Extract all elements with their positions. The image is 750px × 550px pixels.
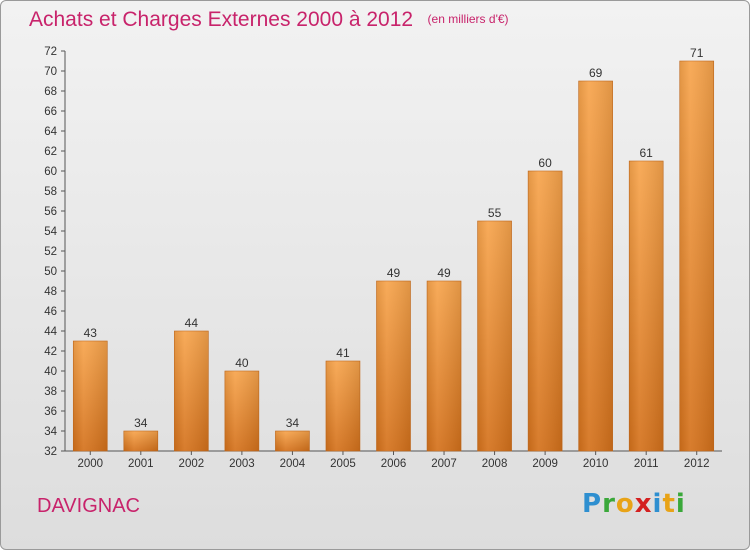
data-label: 49 (437, 266, 451, 280)
bar-shade (73, 341, 108, 451)
y-tick-label: 32 (44, 446, 57, 458)
data-label: 34 (134, 416, 148, 430)
y-tick-label: 44 (44, 326, 57, 338)
data-label: 41 (336, 346, 350, 360)
bar-shade (123, 431, 158, 451)
x-tick-label: 2009 (532, 458, 558, 470)
bar-shade (477, 221, 512, 451)
bar-shade (325, 361, 360, 451)
data-label: 61 (640, 146, 654, 160)
data-label: 71 (690, 46, 704, 60)
data-label: 44 (185, 316, 199, 330)
commune-name: DAVIGNAC (37, 495, 140, 517)
x-tick-label: 2001 (128, 458, 154, 470)
bar-shade (629, 161, 664, 451)
title-unit: (en milliers d'€) (427, 12, 509, 26)
y-tick-label: 48 (44, 286, 57, 298)
x-tick-label: 2004 (280, 458, 306, 470)
logo-letter: o (615, 489, 635, 519)
y-tick-label: 64 (44, 126, 57, 138)
y-tick-label: 54 (44, 226, 57, 238)
bar-shade (174, 331, 209, 451)
y-tick-label: 46 (44, 306, 57, 318)
chart-data-labels: 43 34 44 40 34 41 49 49 55 60 69 61 71 (84, 46, 704, 430)
x-tick-label: 2003 (229, 458, 255, 470)
y-tick-label: 40 (44, 366, 57, 378)
title-main: Achats et Charges Externes 2000 à 2012 (29, 8, 414, 31)
y-tick-label: 58 (44, 186, 57, 198)
chart-bars (72, 60, 715, 452)
logo-letter: t (662, 489, 676, 519)
logo-letter: i (652, 489, 663, 519)
y-tick-label: 52 (44, 246, 57, 258)
data-label: 69 (589, 66, 603, 80)
data-label: 55 (488, 206, 502, 220)
logo-letter: r (602, 489, 616, 519)
y-tick-label: 70 (44, 66, 57, 78)
x-tick-label: 2007 (431, 458, 457, 470)
y-tick-label: 60 (44, 166, 57, 178)
y-tick-label: 56 (44, 206, 57, 218)
y-tick-label: 50 (44, 266, 57, 278)
data-label: 40 (235, 356, 249, 370)
x-tick-label: 2002 (179, 458, 205, 470)
chart-title: Achats et Charges Externes 2000 à 2012 (… (29, 8, 509, 32)
y-tick-label: 38 (44, 386, 57, 398)
logo-letter: P (582, 489, 603, 519)
y-tick-label: 66 (44, 106, 57, 118)
x-tick-label: 2000 (77, 458, 103, 470)
y-tick-label: 62 (44, 146, 57, 158)
x-tick-label: 2006 (381, 458, 407, 470)
y-tick-label: 42 (44, 346, 57, 358)
y-tick-label: 68 (44, 86, 57, 98)
bar-shade (528, 171, 563, 451)
y-tick-label: 72 (44, 46, 57, 58)
x-tick-label: 2008 (482, 458, 508, 470)
y-tick-label: 34 (44, 426, 57, 438)
x-tick-label: 2011 (634, 458, 659, 470)
bar-shade (679, 61, 714, 451)
x-tick-label: 2005 (330, 458, 356, 470)
proxiti-logo: Proxiti (582, 489, 686, 519)
data-label: 49 (387, 266, 401, 280)
x-tick-label: 2010 (583, 458, 609, 470)
bar-shade (376, 281, 411, 451)
bar-shade (224, 371, 259, 451)
y-tick-label: 36 (44, 406, 57, 418)
logo-letter: i (675, 489, 686, 519)
bar-shade (578, 81, 613, 451)
logo-letter: x (634, 489, 653, 519)
x-tick-label: 2012 (684, 458, 710, 470)
data-label: 43 (84, 326, 98, 340)
bar-shade (427, 281, 462, 451)
data-label: 60 (538, 156, 552, 170)
data-label: 34 (286, 416, 300, 430)
bar-shade (275, 431, 310, 451)
